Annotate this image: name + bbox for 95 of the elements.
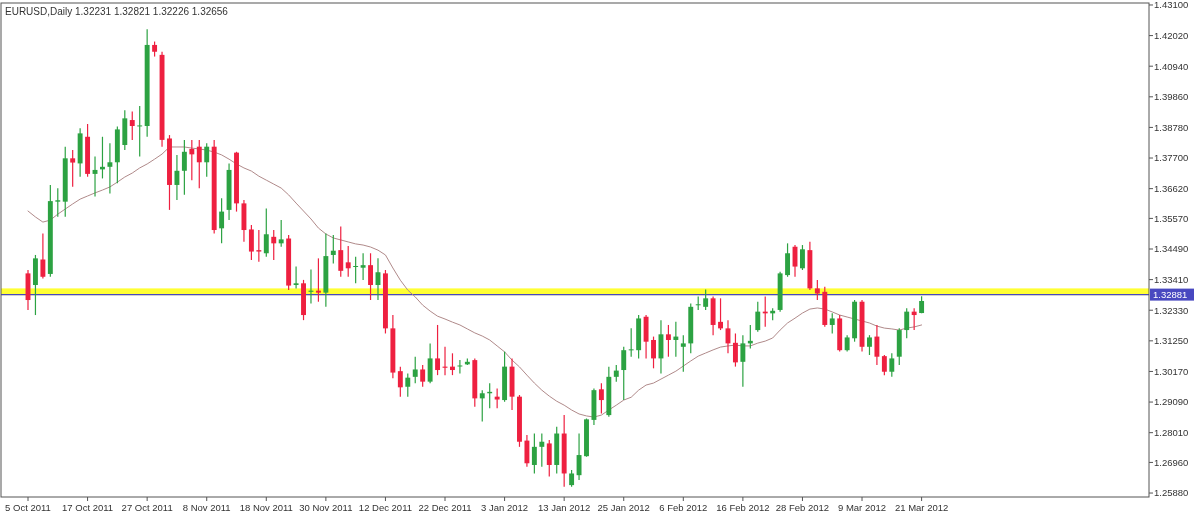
- candlestick: [867, 334, 872, 356]
- x-tick-label: 27 Oct 2011: [121, 502, 173, 513]
- x-tick-label: 13 Jan 2012: [538, 502, 591, 513]
- x-tick-label: 12 Dec 2011: [358, 502, 413, 513]
- y-tick-label: 1.37700: [1154, 152, 1189, 164]
- candlestick: [70, 149, 76, 188]
- candlestick: [628, 327, 634, 358]
- y-tick-label: 1.38780: [1154, 121, 1189, 133]
- x-tick-label: 25 Jan 2012: [597, 502, 650, 513]
- y-tick-label: 1.40940: [1154, 60, 1189, 72]
- x-tick-label: 28 Feb 2012: [775, 502, 830, 513]
- candlestick: [680, 334, 686, 373]
- x-tick-label: 16 Feb 2012: [716, 502, 770, 513]
- candlestick: [546, 439, 552, 478]
- candlestick: [256, 229, 262, 263]
- candlestick: [412, 356, 418, 384]
- candlestick: [755, 301, 761, 333]
- x-tick-label: 9 Mar 2012: [838, 502, 887, 513]
- ref-line-label: 1.32881: [1153, 288, 1188, 300]
- candlestick: [420, 364, 426, 388]
- y-tick-label: 1.43100: [1154, 0, 1189, 11]
- candlestick: [732, 332, 738, 368]
- candlestick: [345, 245, 351, 278]
- y-tick-label: 1.33410: [1154, 273, 1189, 285]
- candlestick: [800, 244, 805, 271]
- candlestick: [248, 224, 254, 261]
- candlestick: [204, 142, 210, 178]
- y-tick-label: 1.34490: [1154, 243, 1189, 255]
- candlestick: [196, 139, 202, 189]
- candlestick: [829, 312, 835, 335]
- candlestick: [718, 297, 723, 331]
- line-series: [27, 146, 923, 418]
- y-tick-label: 1.26960: [1154, 456, 1189, 468]
- candlestick: [621, 346, 627, 401]
- candlestick: [457, 359, 463, 375]
- candlestick: [539, 432, 545, 468]
- y-tick-label: 1.25880: [1154, 487, 1189, 499]
- y-tick-label: 1.30170: [1154, 365, 1189, 377]
- y-tick-label: 1.36620: [1154, 182, 1189, 194]
- candlestick: [881, 354, 887, 376]
- candlestick: [814, 279, 820, 301]
- x-tick-label: 3 Jan 2012: [481, 502, 529, 513]
- candlestick: [703, 288, 709, 311]
- candlestick: [740, 334, 746, 388]
- chart-title: EURUSD,Daily 1.32231 1.32821 1.32226 1.32656: [5, 6, 229, 17]
- x-tick-label: 6 Feb 2012: [659, 502, 708, 513]
- candlestick: [338, 226, 344, 278]
- y-tick-label: 1.29090: [1154, 396, 1189, 408]
- candlestick: [219, 197, 225, 244]
- y-tick-label: 1.28010: [1154, 426, 1189, 438]
- candlestick: [129, 110, 135, 141]
- candlestick: [263, 207, 269, 258]
- candlestick: [889, 352, 895, 378]
- candlestick: [368, 252, 373, 301]
- candlestick: [271, 229, 277, 261]
- x-tick-label: 22 Dec 2011: [418, 502, 472, 513]
- candlestick: [55, 187, 61, 218]
- candlestick: [427, 342, 433, 384]
- candlestick: [435, 324, 441, 376]
- x-tick-label: 8 Nov 2011: [182, 502, 231, 513]
- candlestick: [278, 219, 284, 248]
- candlestick: [479, 389, 485, 423]
- candlestick: [330, 234, 336, 265]
- y-tick-label: 1.31250: [1154, 335, 1189, 347]
- candlestick: [353, 256, 359, 284]
- candlestick: [293, 265, 299, 289]
- candlestick: [174, 154, 180, 201]
- y-tick-label: 1.32330: [1154, 304, 1189, 316]
- candlestick: [874, 324, 880, 366]
- x-tick-label: 17 Oct 2011: [62, 502, 114, 513]
- y-tick-label: 1.35570: [1154, 212, 1189, 224]
- candlestick: [576, 432, 582, 481]
- candlestick: [405, 372, 411, 398]
- candlestick: [189, 139, 195, 181]
- candlestick: [360, 252, 366, 281]
- candlestick: [785, 242, 791, 278]
- x-tick-label: 5 Oct 2011: [5, 502, 51, 513]
- candlestick: [315, 257, 321, 303]
- candlestick: [397, 366, 403, 398]
- y-tick-label: 1.39860: [1154, 91, 1189, 103]
- candlestick: [107, 142, 113, 195]
- candlestick: [665, 324, 671, 358]
- candlestick: [651, 335, 656, 369]
- x-tick-label: 18 Nov 2011: [239, 502, 293, 513]
- candlestick: [494, 387, 500, 409]
- candlestick: [40, 232, 46, 280]
- y-tick-label: 1.42020: [1154, 29, 1189, 41]
- candlestick: [137, 105, 143, 158]
- x-tick-label: 30 Nov 2011: [299, 502, 353, 513]
- x-tick-label: 21 Mar 2012: [894, 502, 949, 513]
- candlestick: [181, 139, 187, 196]
- candlestick: [598, 382, 604, 414]
- candlestick: [904, 307, 910, 339]
- candlestick: [524, 434, 530, 468]
- candlestick: [531, 432, 537, 475]
